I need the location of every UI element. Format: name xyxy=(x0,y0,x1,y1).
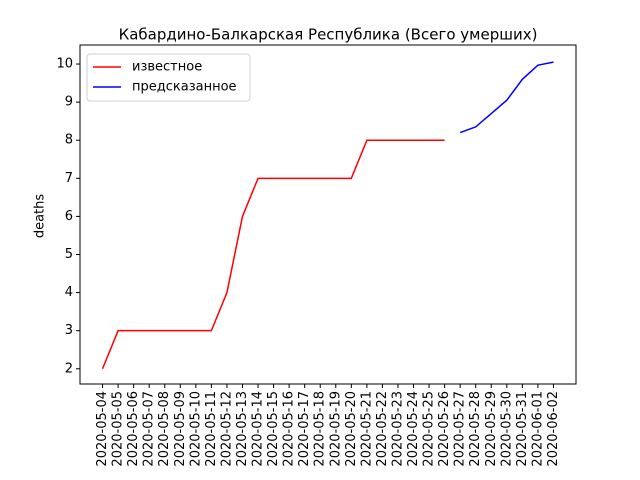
x-tick-label: 2020-05-14 xyxy=(251,391,266,467)
plot-frame xyxy=(79,44,577,385)
x-tick-label: 2020-05-30 xyxy=(499,391,514,467)
x-tick-label: 2020-05-25 xyxy=(422,391,437,467)
x-tick-label: 2020-05-24 xyxy=(406,391,421,467)
x-tick-label: 2020-05-05 xyxy=(111,391,126,467)
x-tick-label: 2020-05-16 xyxy=(282,391,297,467)
y-tick-label: 6 xyxy=(65,209,73,224)
x-tick-label: 2020-05-17 xyxy=(297,391,312,467)
x-tick-label: 2020-05-28 xyxy=(468,391,483,467)
x-tick-label: 2020-05-22 xyxy=(375,391,390,467)
x-tick-label: 2020-06-02 xyxy=(546,391,561,467)
series-line xyxy=(459,61,554,134)
x-tick-label: 2020-05-07 xyxy=(142,391,157,467)
chart-title: Кабардино-Балкарская Республика (Всего у… xyxy=(119,26,538,44)
y-tick-label: 9 xyxy=(65,95,73,110)
x-tick-label: 2020-05-26 xyxy=(437,391,452,467)
x-tick-label: 2020-05-19 xyxy=(328,391,343,467)
x-tick-label: 2020-05-13 xyxy=(235,391,250,467)
x-tick-label: 2020-05-20 xyxy=(344,391,359,467)
x-tick-label: 2020-05-27 xyxy=(453,391,468,467)
x-tick-label: 2020-05-23 xyxy=(390,391,405,467)
x-tick-label: 2020-05-06 xyxy=(126,391,141,467)
x-tick-label: 2020-05-08 xyxy=(157,391,172,467)
x-tick-label: 2020-05-10 xyxy=(188,391,203,467)
x-tick-label: 2020-05-04 xyxy=(95,391,110,467)
y-axis-label: deaths xyxy=(33,194,48,239)
y-tick-label: 5 xyxy=(65,247,73,262)
legend-label: предсказанное xyxy=(132,80,237,95)
x-tick-label: 2020-05-15 xyxy=(266,391,281,467)
x-tick-label: 2020-05-21 xyxy=(359,391,374,467)
legend: известное предсказанное xyxy=(86,53,251,102)
y-tick-label: 7 xyxy=(65,171,73,186)
x-tick-label: 2020-05-09 xyxy=(173,391,188,467)
x-tick-label: 2020-05-18 xyxy=(313,391,328,467)
x-tick-label: 2020-05-29 xyxy=(484,391,499,467)
x-tick-label: 2020-06-01 xyxy=(530,391,545,467)
y-tick-label: 8 xyxy=(65,133,73,148)
y-tick-label: 10 xyxy=(56,57,73,72)
y-tick-label: 4 xyxy=(65,285,73,300)
x-tick-label: 2020-05-11 xyxy=(204,391,219,467)
series-line xyxy=(101,139,445,370)
y-tick-label: 2 xyxy=(65,361,73,376)
legend-frame xyxy=(86,53,251,102)
x-tick-label: 2020-05-31 xyxy=(515,391,530,467)
y-tick-label: 3 xyxy=(65,323,73,338)
x-tick-label: 2020-05-12 xyxy=(219,391,234,467)
legend-label: известное xyxy=(132,60,202,75)
